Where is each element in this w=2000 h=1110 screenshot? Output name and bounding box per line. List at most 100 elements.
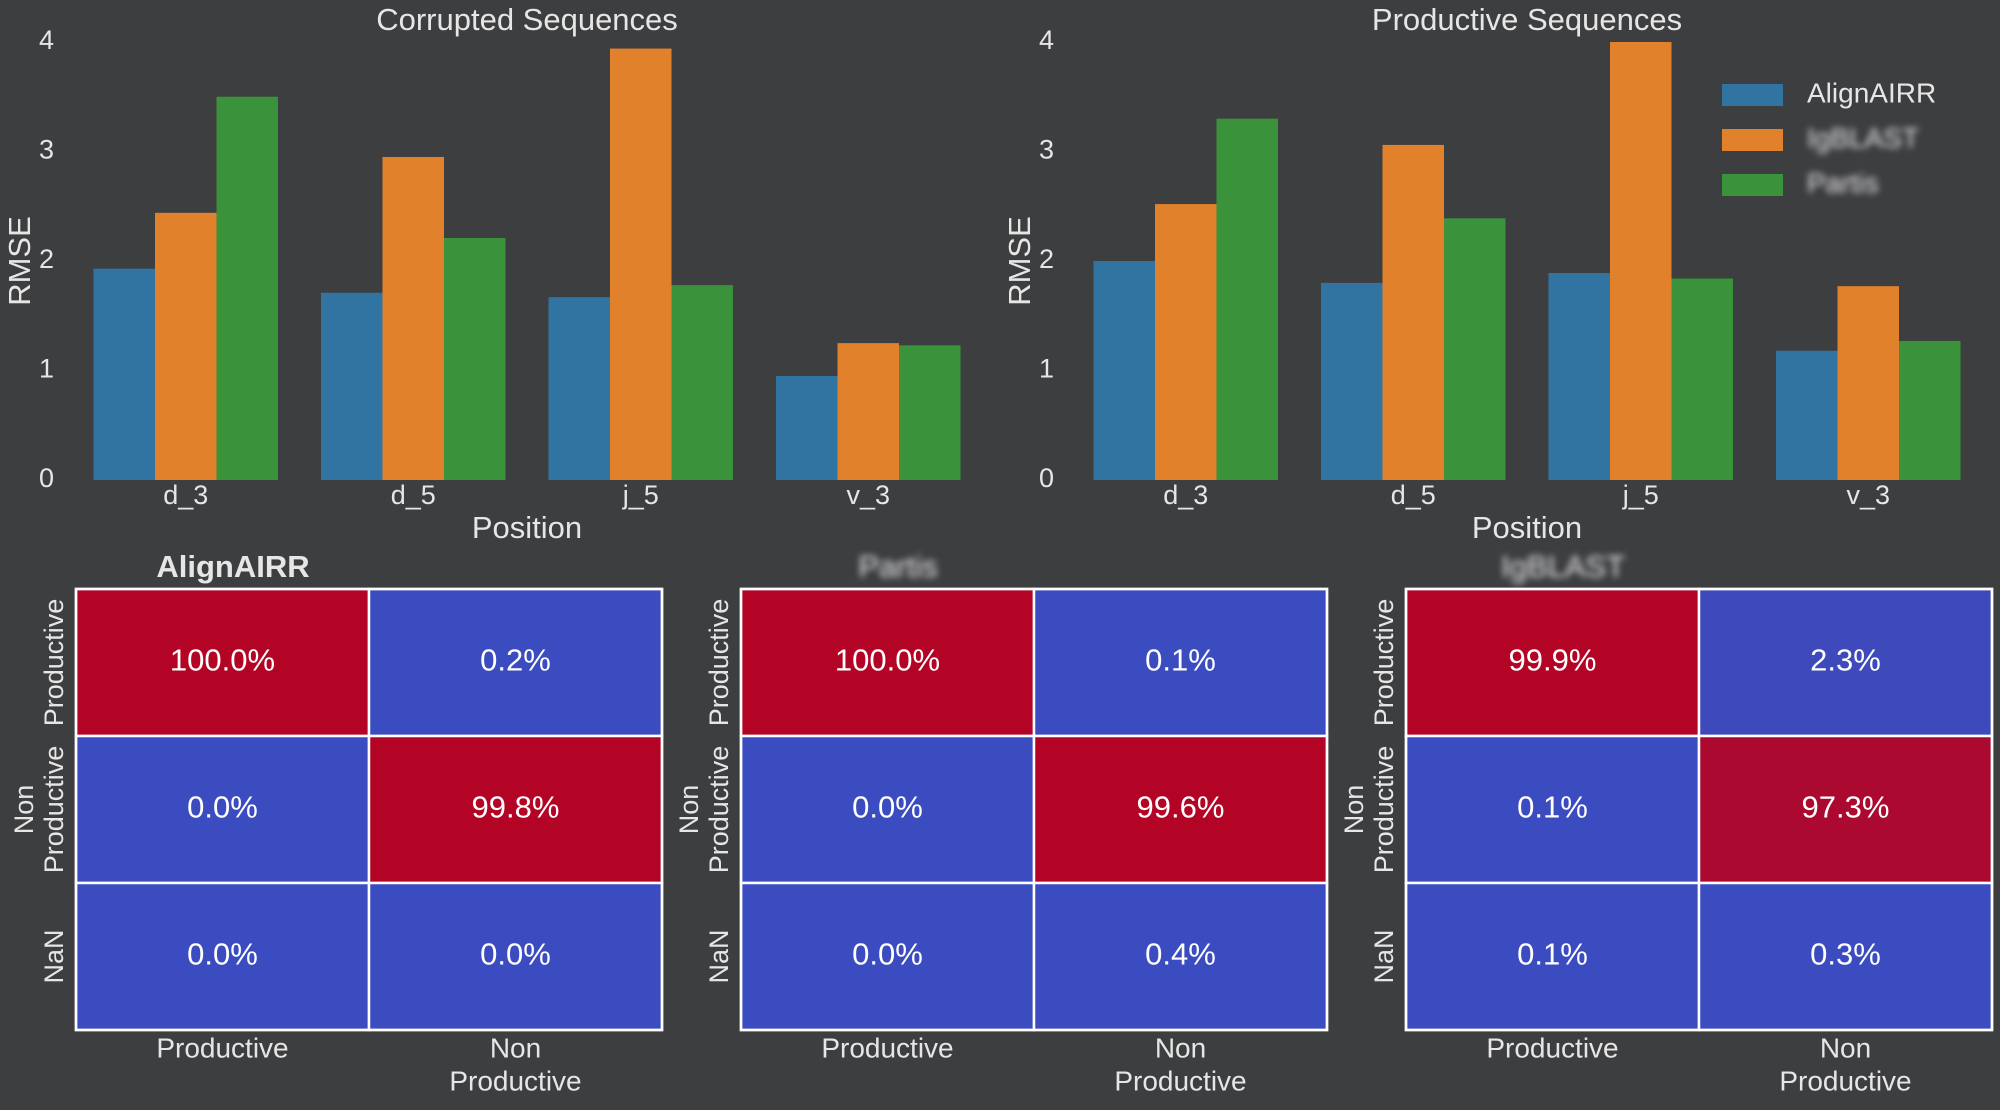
bar-igblast-v_3 — [1837, 286, 1899, 480]
bar-partis-v_3 — [899, 345, 961, 480]
heatmap-col-label: Productive — [1486, 1032, 1618, 1063]
legend-label-partis: Partis — [1807, 167, 1879, 198]
heatmap-row-label: NaN — [39, 929, 69, 983]
heatmap-cell-label: 0.1% — [1517, 937, 1588, 972]
heatmap-cell-label: 0.0% — [852, 937, 923, 972]
heatmap-border — [739, 587, 1329, 1032]
bar-alignairr-j_5 — [1548, 273, 1610, 480]
heatmap-row-label: Non — [9, 785, 39, 835]
heatmap-title: AlignAIRR — [156, 549, 309, 584]
heatmap-cell — [367, 881, 664, 1032]
heatmap-cell-label: 99.6% — [1137, 790, 1225, 825]
bar-igblast-d_3 — [1155, 204, 1217, 480]
heatmap-col-label: Productive — [449, 1065, 581, 1096]
heatmap-cell-label: 0.0% — [187, 937, 258, 972]
bar-alignairr-d_3 — [1093, 261, 1155, 480]
bar-igblast-d_5 — [1382, 144, 1444, 480]
heatmap-row-label: NaN — [704, 929, 734, 983]
bar-partis-d_5 — [444, 238, 506, 480]
heatmap-cell-label: 0.0% — [480, 937, 551, 972]
chart-title: Productive Sequences — [1372, 2, 1682, 37]
y-tick-label: 3 — [39, 135, 54, 165]
heatmap-cell-label: 99.9% — [1509, 643, 1597, 678]
bar-partis-j_5 — [671, 285, 733, 480]
heatmap-cell-label: 0.1% — [1145, 643, 1216, 678]
heatmap-cell — [1404, 881, 1701, 1032]
bar-igblast-d_5 — [382, 156, 444, 480]
heatmap-title: IgBLAST — [1501, 549, 1625, 584]
heatmap-row-label: NaN — [1369, 929, 1399, 983]
bar-alignairr-v_3 — [1776, 350, 1838, 480]
heatmap-partis: Partis 100.0% 0.1% 0.0% 99.6% 0.0% 0.4% Product… — [674, 549, 1329, 1096]
bar-igblast-d_3 — [155, 212, 217, 480]
heatmap-cell — [74, 587, 371, 738]
legend-swatch-igblast — [1722, 129, 1783, 151]
heatmap-cell — [1404, 734, 1701, 885]
heatmap-cell-label: 97.3% — [1802, 790, 1890, 825]
x-tick-label: d_5 — [391, 480, 436, 510]
x-tick-label: j_5 — [622, 480, 659, 510]
heatmap-cell-label: 100.0% — [170, 643, 275, 678]
heatmap-col-label: Non — [1155, 1032, 1206, 1063]
heatmap-cell — [1697, 734, 1994, 885]
heatmap-cell — [1032, 587, 1329, 738]
y-axis-label: RMSE — [1002, 216, 1037, 306]
heatmap-cell-label: 99.8% — [472, 790, 560, 825]
bar-chart-1: Corrupted Sequences 0 1 2 3 4 RMSE d_3 d_5 j_5 v_3… — [2, 2, 961, 545]
heatmap-cell — [1032, 734, 1329, 885]
y-tick-label: 4 — [1039, 25, 1054, 55]
y-axis-label: RMSE — [2, 216, 37, 306]
heatmap-title: Partis — [858, 549, 937, 584]
x-tick-label: d_3 — [163, 480, 208, 510]
y-tick-label: 2 — [1039, 244, 1054, 274]
heatmap-cell-label: 0.4% — [1145, 937, 1216, 972]
y-tick-label: 1 — [1039, 354, 1054, 384]
y-tick-label: 1 — [39, 354, 54, 384]
legend-swatch-partis — [1722, 174, 1783, 196]
x-tick-label: j_5 — [1622, 480, 1659, 510]
heatmap-cell — [739, 881, 1036, 1032]
heatmap-cell — [74, 881, 371, 1032]
y-tick-label: 4 — [39, 25, 54, 55]
heatmap-row-label: Productive — [1369, 599, 1399, 727]
bar-alignairr-d_5 — [1321, 282, 1383, 480]
heatmap-border — [1404, 587, 1994, 1032]
bar-igblast-j_5 — [610, 48, 672, 480]
legend: AlignAIRR IgBLAST Partis — [1722, 77, 1936, 198]
legend-label-alignairr: AlignAIRR — [1807, 77, 1936, 108]
heatmap-col-label: Productive — [156, 1032, 288, 1063]
heatmap-cell-label: 0.1% — [1517, 790, 1588, 825]
bar-alignairr-d_5 — [321, 292, 383, 480]
bar-partis-v_3 — [1899, 340, 1961, 480]
x-tick-label: d_5 — [1391, 480, 1436, 510]
heatmap-row-label: Productive — [704, 599, 734, 727]
heatmap-border — [74, 587, 664, 1032]
heatmap-cell-label: 0.0% — [852, 790, 923, 825]
heatmap-cell — [1697, 587, 1994, 738]
bar-alignairr-j_5 — [548, 297, 610, 480]
heatmap-cell-label: 0.0% — [187, 790, 258, 825]
heatmap-row-label: Non — [1339, 785, 1369, 835]
bar-chart-2: Productive Sequences 0 1 2 3 4 RMSE d_3 d_5 j_5 v_… — [1002, 2, 1961, 545]
x-tick-label: v_3 — [846, 480, 890, 510]
heatmap-cell-label: 0.2% — [480, 643, 551, 678]
bar-alignairr-d_3 — [93, 268, 155, 480]
heatmap-row-label: Productive — [1369, 746, 1399, 874]
heatmap-row-label: Non — [674, 785, 704, 835]
heatmap-col-label: Non — [490, 1032, 541, 1063]
heatmap-alignairr: AlignAIRR 100.0% 0.2% 0.0% 99.8% 0.0% 0.0% Prod… — [9, 549, 664, 1096]
bar-alignairr-v_3 — [776, 375, 838, 480]
bar-igblast-v_3 — [837, 343, 899, 480]
heatmap-cell — [1697, 881, 1994, 1032]
x-axis-label: Position — [1472, 510, 1582, 545]
heatmap-cell-label: 0.3% — [1810, 937, 1881, 972]
heatmap-col-label: Non — [1820, 1032, 1871, 1063]
heatmap-row-label: Productive — [39, 746, 69, 874]
heatmap-col-label: Productive — [821, 1032, 953, 1063]
bar-partis-j_5 — [1671, 278, 1733, 480]
heatmap-row-label: Productive — [704, 746, 734, 874]
y-tick-label: 2 — [39, 244, 54, 274]
x-tick-label: v_3 — [1846, 480, 1890, 510]
